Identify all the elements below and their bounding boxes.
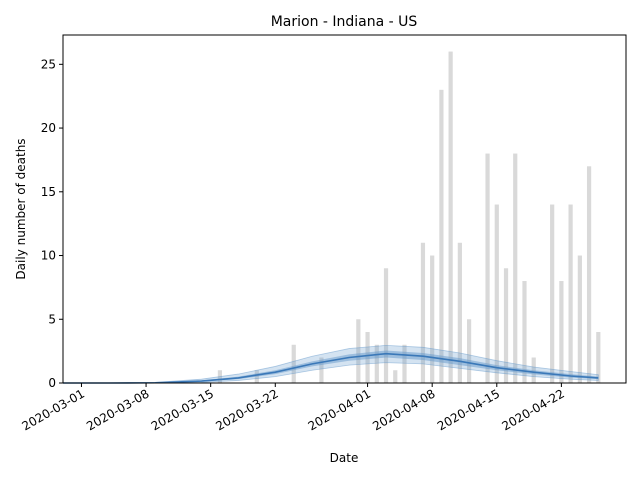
bar	[485, 153, 490, 383]
bar	[586, 166, 592, 383]
x-tick-label: 2020-03-15	[149, 386, 216, 433]
bar	[420, 242, 426, 383]
bar	[393, 370, 398, 383]
bar	[503, 268, 509, 383]
y-tick-label: 5	[48, 312, 56, 326]
y-tick-label: 15	[41, 185, 56, 199]
model-band-outer	[63, 344, 599, 384]
bar	[439, 89, 444, 383]
model-band-layer	[63, 344, 599, 384]
x-tick-label: 2020-04-01	[306, 386, 373, 433]
bar	[457, 242, 462, 383]
bars-layer	[217, 51, 601, 383]
y-tick-label: 20	[41, 121, 56, 135]
model-mean-layer	[63, 352, 599, 384]
x-axis-ticks: 2020-03-012020-03-082020-03-152020-03-22…	[20, 383, 567, 433]
bar	[356, 319, 361, 383]
x-tick-label: 2020-04-22	[499, 386, 566, 433]
x-tick-label: 2020-04-15	[435, 386, 502, 433]
x-tick-label: 2020-03-08	[84, 386, 151, 433]
bar	[448, 51, 453, 383]
x-axis-label: Date	[330, 451, 359, 465]
bar	[383, 268, 389, 383]
y-tick-label: 10	[41, 249, 56, 263]
model-mean-line	[63, 352, 599, 384]
bar	[522, 281, 527, 383]
y-tick-label: 25	[41, 57, 56, 71]
x-tick-label: 2020-03-01	[20, 386, 87, 433]
bar	[467, 319, 472, 383]
bar	[559, 281, 564, 383]
y-tick-label: 0	[48, 376, 56, 390]
bar	[513, 153, 518, 383]
x-tick-label: 2020-04-08	[370, 386, 437, 433]
bar	[430, 255, 435, 383]
bar	[596, 332, 601, 383]
bar	[577, 255, 582, 383]
bar	[568, 204, 573, 383]
plot-frame	[62, 34, 627, 384]
bar	[374, 344, 379, 383]
bar	[550, 204, 555, 383]
bar	[319, 357, 324, 383]
y-axis-ticks: 0 5 10 15 20 25	[41, 57, 63, 390]
bar	[494, 204, 499, 383]
y-axis-label: Daily number of deaths	[14, 138, 28, 279]
chart-title: Marion - Indiana - US	[271, 14, 418, 30]
x-tick-label: 2020-03-22	[213, 386, 280, 433]
bar	[291, 344, 296, 383]
bar	[402, 344, 407, 383]
